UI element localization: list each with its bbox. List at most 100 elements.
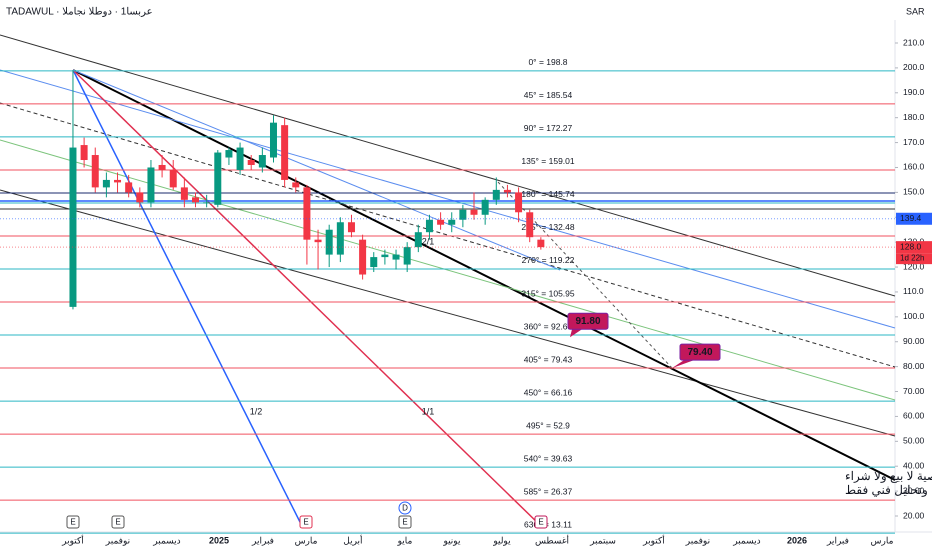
candle-body — [214, 152, 222, 205]
candle-body — [437, 219, 445, 225]
candle-body — [526, 212, 534, 238]
countdown-box — [896, 253, 932, 265]
gann-label: 270° = 119.22 — [522, 255, 575, 265]
event-label: E — [538, 518, 543, 527]
trend-line — [0, 34, 896, 297]
y-tick-label: 100.0 — [903, 311, 925, 321]
countdown: 1d 22h — [900, 254, 924, 263]
candle-body — [448, 219, 456, 225]
candle-body — [292, 182, 300, 188]
candle-body — [414, 232, 422, 248]
candle-body — [481, 199, 489, 215]
fan-label: 1/2 — [250, 406, 263, 416]
price-box — [896, 212, 932, 225]
gann-label: 630° = 13.11 — [524, 519, 572, 529]
event-icon — [398, 515, 412, 529]
gann-label: 0° = 198.8 — [528, 57, 567, 67]
fan-label: 1/1 — [422, 406, 435, 416]
candle-body — [515, 192, 523, 213]
x-tick-label: أكتوبر — [642, 533, 665, 546]
x-tick-label: يوليو — [492, 535, 511, 546]
event-label: D — [402, 504, 408, 513]
gann-label: 585° = 26.37 — [524, 486, 573, 496]
gann-label: 90° = 172.27 — [524, 123, 573, 133]
candle-body — [236, 147, 244, 170]
event-label: E — [402, 518, 407, 527]
y-tick-label: 160.0 — [903, 162, 925, 172]
candle-body — [392, 254, 400, 260]
price-box — [896, 241, 932, 254]
price-box-label: 139.4 — [900, 213, 922, 223]
event-label: E — [303, 518, 308, 527]
y-tick-label: 50.00 — [903, 436, 925, 446]
fan-line — [72, 69, 304, 529]
y-tick-label: 150.0 — [903, 187, 925, 197]
x-tick-label: أكتوبر — [61, 533, 84, 546]
candle-body — [225, 150, 233, 158]
event-icon — [66, 515, 80, 529]
x-tick-label: ديسمبر — [152, 535, 180, 546]
x-tick-label: أبريل — [343, 533, 362, 546]
candle-body — [370, 257, 378, 268]
note: ما يتم عرضه ليست توصية لا بيع ولا شراء — [845, 469, 932, 483]
candle-body — [114, 179, 122, 183]
y-tick-label: 200.0 — [903, 62, 925, 72]
candle-body — [102, 179, 110, 188]
y-tick-label: 120.0 — [903, 261, 925, 271]
x-tick-label: ديسمبر — [732, 535, 760, 546]
trend-line — [72, 69, 896, 481]
candle-body — [492, 189, 500, 200]
gann-label: 225° = 132.48 — [521, 222, 575, 232]
candle-body — [503, 189, 511, 193]
gann-label: 360° = 92.69 — [524, 321, 573, 331]
candle-body — [136, 192, 144, 203]
event-icon — [299, 515, 313, 529]
y-tick-label: 190.0 — [903, 87, 925, 97]
gann-label: 135° = 159.01 — [521, 156, 575, 166]
candle-body — [459, 209, 467, 220]
y-tick-label: 20.00 — [903, 510, 925, 520]
callout-box — [567, 312, 609, 330]
event-label: E — [115, 518, 120, 527]
candle-body — [192, 197, 200, 203]
x-tick-label: أغسطس — [535, 533, 569, 546]
event-icon — [398, 501, 412, 515]
candle-body — [381, 254, 389, 258]
candle-body — [425, 219, 433, 233]
y-tick-label: 90.00 — [903, 336, 925, 346]
trend-line — [0, 189, 896, 437]
x-tick-label: 2026 — [787, 535, 807, 545]
y-tick-label: 70.00 — [903, 386, 925, 396]
y-tick-label: 30.00 — [903, 485, 925, 495]
gann-label: 495° = 52.9 — [526, 420, 570, 430]
candle-body — [403, 247, 411, 265]
candle-body — [203, 202, 211, 204]
x-tick-label: فبراير — [826, 535, 849, 546]
trend-line — [0, 102, 896, 368]
y-tick-label: 180.0 — [903, 112, 925, 122]
candle-body — [80, 145, 88, 161]
x-tick-label: سبتمبر — [589, 535, 616, 546]
y-tick-label: 170.0 — [903, 137, 925, 147]
candle-body — [125, 182, 133, 193]
candle-body — [470, 209, 478, 215]
x-tick-label: مارس — [871, 535, 894, 546]
candle-body — [258, 155, 266, 168]
trend-line — [0, 69, 896, 329]
price-box-label: 128.0 — [900, 241, 922, 251]
callout-pointer — [570, 329, 582, 338]
callout-box — [679, 343, 721, 361]
fan-label: 2/1 — [422, 236, 435, 246]
candle-body — [180, 187, 188, 200]
candle-body — [91, 155, 99, 188]
gann-label: 315° = 105.95 — [521, 288, 575, 298]
symbol: TADAWUL · عربسا1 · دوطلا نجاملا — [6, 7, 153, 18]
note: مجرد رؤية شخصية وتحليل فني فقط — [845, 483, 932, 497]
y-tick-label: 40.00 — [903, 460, 925, 470]
x-tick-label: 2025 — [209, 535, 229, 545]
candle-body — [169, 169, 177, 188]
candle-body — [269, 122, 277, 158]
fan-line — [72, 69, 544, 529]
event-icon — [111, 515, 125, 529]
